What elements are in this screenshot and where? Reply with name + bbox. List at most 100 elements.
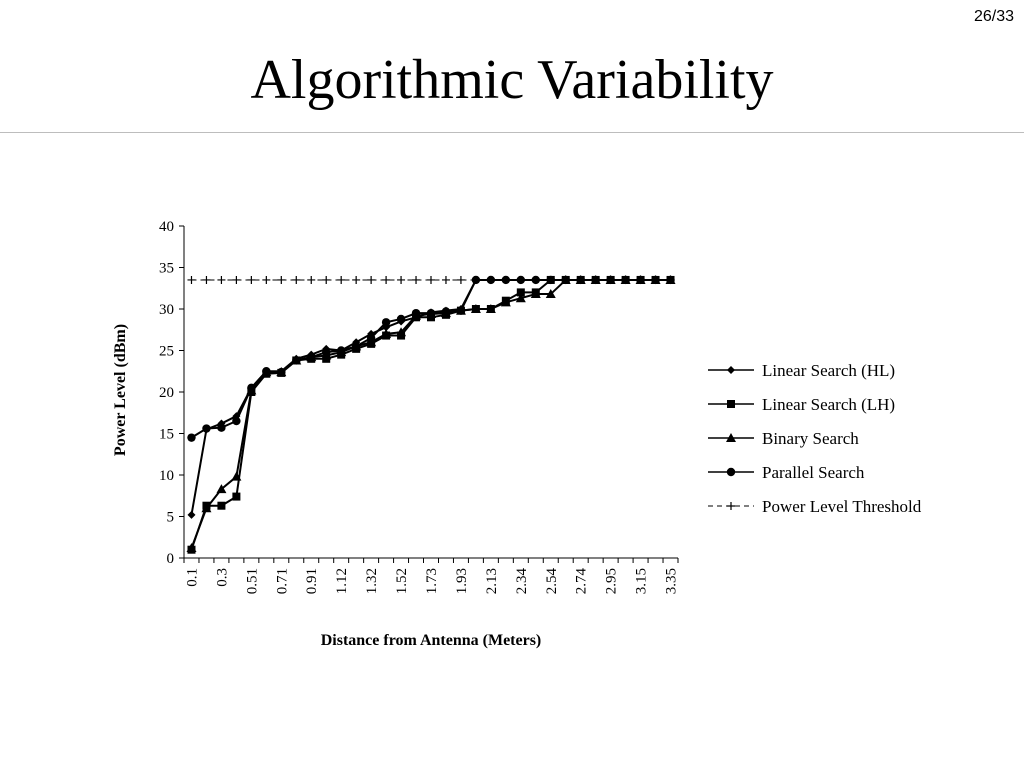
data-point [500,297,511,307]
data-point [201,503,212,513]
data-point [367,275,376,284]
data-point [636,275,645,284]
series-power-level-threshold [187,275,675,284]
x-tick-label: 3.35 [664,568,680,594]
data-point [412,275,421,284]
y-tick-label: 40 [159,219,174,235]
data-point [456,275,465,284]
data-point [277,367,286,377]
data-point [591,275,600,284]
data-point [186,543,197,553]
y-tick-label: 5 [167,510,175,526]
x-tick-label: 1.32 [364,568,380,594]
data-point [606,275,615,284]
x-axis-title: Distance from Antenna (Meters) [321,632,542,649]
data-point [397,275,406,284]
legend-item-power-level-threshold: Power Level Threshold [708,497,922,516]
x-tick-label: 0.3 [214,568,230,587]
legend-swatch-marker [726,467,736,477]
legend-swatch-marker [726,433,736,442]
power-level-chart: 0 5 10 15 20 25 30 35 40 0.1 0.3 0.51 0.71 0.91 1.12 1… [112,219,922,649]
data-point [337,275,346,284]
data-point [546,275,555,284]
x-tick-label: 1.73 [424,568,440,594]
data-point [231,471,242,481]
y-axis-title: Power Level (dBm) [112,324,129,456]
data-point [621,275,630,284]
data-point [277,275,286,284]
data-point [516,288,525,297]
data-point [202,424,211,433]
data-point [351,342,361,351]
x-tick-label: 2.54 [544,568,560,595]
data-point [651,275,660,284]
x-axis-ticks: 0.1 0.3 0.51 0.71 0.91 1.12 1.32 1.52 1.73 1.93 2.… [183,558,680,595]
chart-axes [183,226,678,559]
legend-label: Parallel Search [762,463,865,482]
data-point [411,308,421,318]
legend-label: Linear Search (LH) [762,395,895,414]
data-point [441,307,451,316]
data-point [322,275,331,284]
data-point [441,275,450,284]
legend-swatch-marker [727,400,735,408]
series-parallel-search [187,275,675,442]
data-point [187,433,196,442]
series-layer [186,274,676,554]
chart-legend: Linear Search (HL) Linear Search (LH) Bina… [708,361,922,516]
legend-label: Binary Search [762,429,859,448]
data-point [292,356,301,365]
data-point [456,306,466,315]
data-point [202,275,211,284]
x-tick-label: 2.34 [514,568,530,595]
x-tick-label: 2.13 [484,568,500,594]
data-point [247,383,256,393]
slide-title: Algorithmic Variability [250,49,774,111]
data-point [217,275,226,284]
legend-swatch-marker [727,366,735,374]
data-point [232,275,241,284]
data-point [471,275,480,284]
data-point [666,275,675,284]
data-point [307,275,316,284]
x-tick-label: 2.95 [604,568,620,594]
data-point [515,293,526,303]
data-point [216,484,227,494]
slide-number: 26/33 [973,8,1014,25]
data-point [531,275,540,284]
x-tick-label: 0.51 [244,568,260,594]
data-point [561,275,570,284]
y-tick-label: 15 [159,427,174,443]
data-point [217,501,226,510]
data-point [307,352,316,362]
y-tick-label: 25 [159,344,174,360]
data-point [187,510,196,519]
legend-item-linear-search-lh: Linear Search (LH) [708,395,895,414]
data-point [232,416,241,426]
data-point [336,346,346,355]
data-point [486,275,495,284]
data-point [187,275,196,284]
data-point [382,275,391,284]
data-point [366,333,376,343]
data-point [501,275,510,284]
y-tick-label: 10 [159,468,174,484]
data-point [381,318,391,327]
x-tick-label: 0.1 [184,568,200,587]
legend-label: Power Level Threshold [762,497,922,516]
data-point [427,275,435,284]
data-point [485,304,496,313]
x-tick-label: 1.93 [454,568,470,594]
data-point [530,289,541,299]
y-tick-label: 35 [159,261,174,277]
data-point [545,289,556,299]
legend-item-binary-search: Binary Search [708,429,859,448]
x-tick-label: 1.12 [334,568,350,594]
data-point [396,314,406,324]
x-tick-label: 1.52 [394,568,410,594]
data-point [262,275,271,284]
legend-label: Linear Search (HL) [762,361,895,380]
y-tick-label: 0 [167,551,175,567]
data-point [322,347,331,357]
legend-item-parallel-search: Parallel Search [708,463,865,482]
